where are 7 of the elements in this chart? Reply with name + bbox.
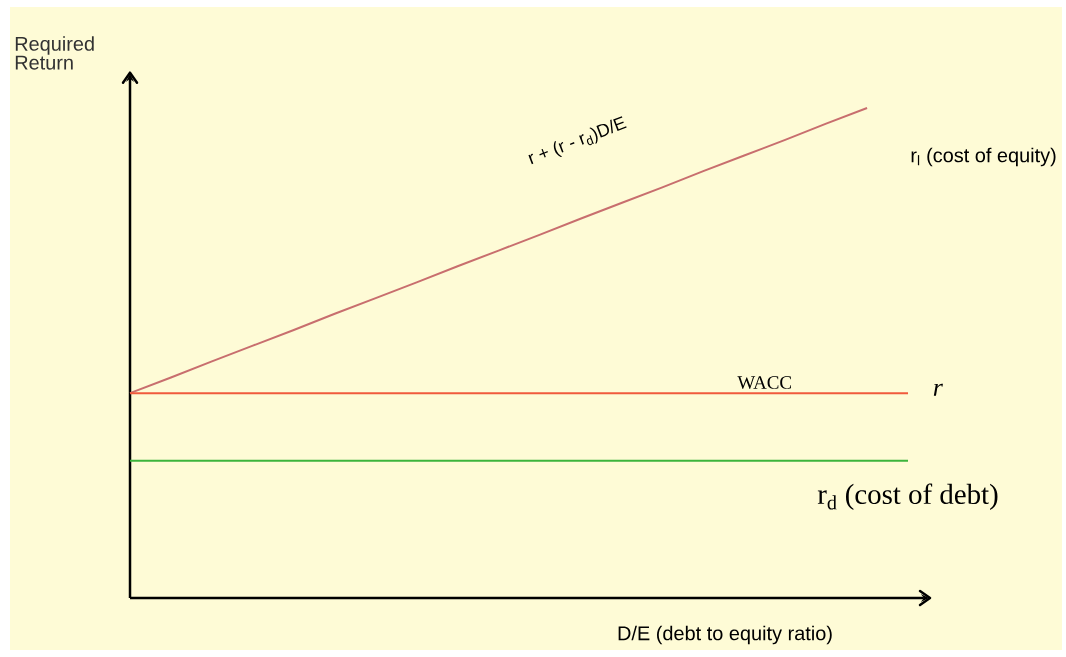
series-label: WACC — [737, 376, 792, 389]
text: r$_{l}$ (cost of equity) — [911, 147, 1056, 167]
y-axis-title: Required Return — [15, 36, 94, 70]
annotation: r + (r - r$_{d}$)D/E — [528, 116, 627, 165]
text: r — [933, 383, 943, 396]
x-axis-title: D/E (debt to equity ratio) — [618, 625, 832, 645]
series-label: r$_{d}$ (cost of debt) — [817, 483, 998, 510]
